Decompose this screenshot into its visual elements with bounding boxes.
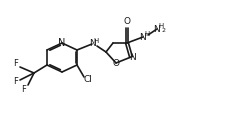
Text: F: F <box>14 60 18 68</box>
Text: H: H <box>93 38 99 44</box>
Text: O: O <box>124 17 131 27</box>
Text: N: N <box>154 25 160 33</box>
Text: N: N <box>130 52 136 62</box>
Text: O: O <box>112 59 119 67</box>
Text: F: F <box>21 86 26 94</box>
Text: Cl: Cl <box>84 76 92 84</box>
Text: 2: 2 <box>162 29 166 33</box>
Text: H: H <box>158 23 164 29</box>
Text: N: N <box>140 32 146 42</box>
Text: N: N <box>58 38 66 48</box>
Text: N: N <box>89 40 95 48</box>
Text: F: F <box>14 78 18 87</box>
Text: H: H <box>144 31 150 37</box>
